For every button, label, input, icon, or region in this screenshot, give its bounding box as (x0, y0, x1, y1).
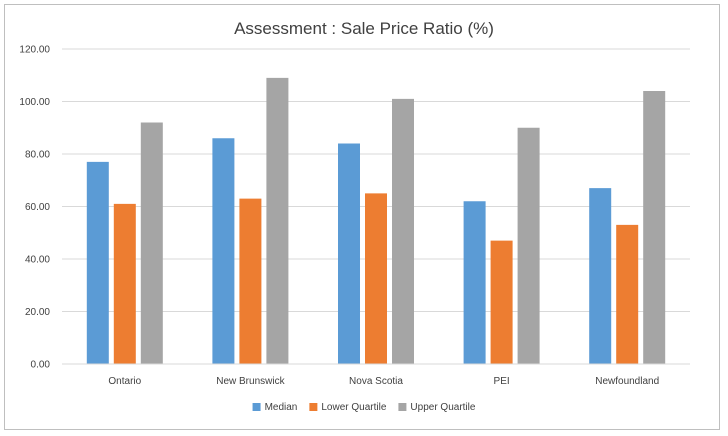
legend-swatch (398, 403, 407, 411)
legend-item: Upper Quartile (398, 402, 476, 413)
x-axis-ticks: Ontario New Brunswick Nova Scotia PEI Newfou… (108, 376, 659, 387)
x-tick-label: Newfoundland (595, 376, 659, 387)
y-tick-label: 0.00 (31, 360, 51, 371)
bar-lower-quartile (239, 198, 262, 364)
y-tick-label: 40.00 (25, 255, 50, 266)
bar-lower-quartile (365, 193, 387, 364)
legend: Median Lower Quartile Upper Quartile (252, 402, 476, 413)
bar-median (589, 188, 612, 364)
legend-item: Median (252, 402, 298, 413)
bar-median (212, 138, 235, 364)
x-tick-label: PEI (494, 376, 510, 387)
y-tick-label: 80.00 (25, 150, 50, 161)
legend-label: Median (265, 402, 298, 413)
bar-upper-quartile (266, 77, 289, 364)
bars (86, 77, 666, 364)
y-axis-ticks: 0.00 20.00 40.00 60.00 80.00 100.00 120.00 (19, 45, 50, 371)
legend-label: Upper Quartile (410, 402, 475, 413)
bar-upper-quartile (392, 98, 414, 364)
bar-upper-quartile (140, 122, 163, 364)
legend-label: Lower Quartile (321, 402, 386, 413)
x-tick-label: Ontario (108, 376, 141, 387)
bar-median (338, 143, 360, 364)
bar-median (86, 161, 109, 364)
legend-swatch (252, 403, 261, 411)
y-tick-label: 120.00 (19, 45, 50, 56)
y-tick-label: 20.00 (25, 307, 50, 318)
y-tick-label: 60.00 (25, 202, 50, 213)
chart-title: Assessment : Sale Price Ratio (%) (234, 19, 494, 38)
x-tick-label: New Brunswick (216, 376, 285, 387)
bar-median (463, 201, 486, 364)
legend-swatch (309, 403, 318, 411)
gridlines (62, 48, 690, 312)
bar-lower-quartile (490, 240, 513, 364)
x-tick-label: Nova Scotia (349, 376, 403, 387)
bar-upper-quartile (517, 127, 540, 364)
bar-lower-quartile (113, 203, 136, 364)
legend-item: Lower Quartile (309, 402, 387, 413)
bar-upper-quartile (643, 91, 666, 364)
bar-lower-quartile (616, 224, 639, 364)
y-tick-label: 100.00 (19, 97, 50, 108)
